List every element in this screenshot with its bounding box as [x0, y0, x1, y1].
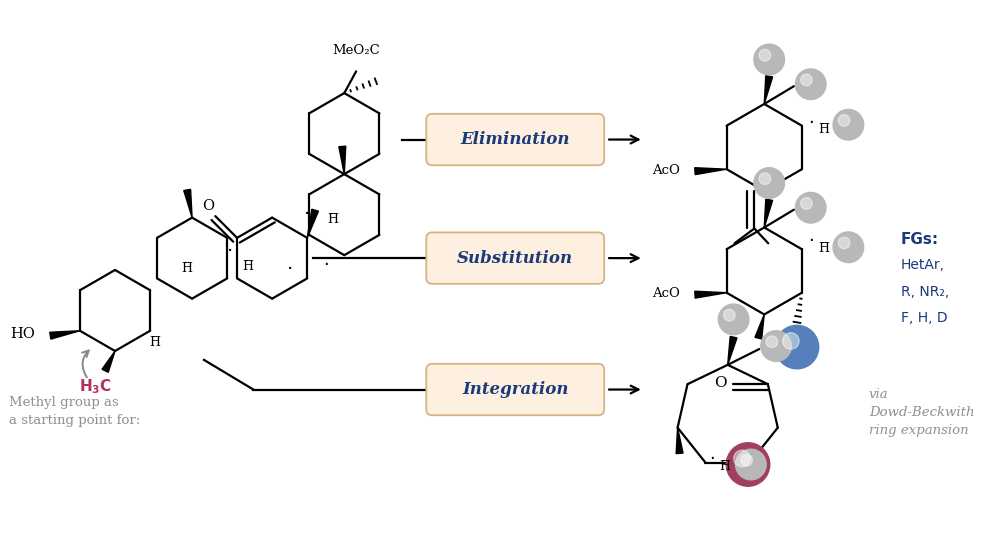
Polygon shape	[695, 168, 727, 175]
Text: MeO₂C: MeO₂C	[332, 43, 380, 56]
FancyBboxPatch shape	[426, 364, 604, 415]
Circle shape	[838, 115, 850, 126]
Polygon shape	[728, 337, 737, 365]
Polygon shape	[764, 76, 773, 104]
Polygon shape	[695, 291, 727, 298]
Text: Methyl group as
a starting point for:: Methyl group as a starting point for:	[9, 397, 141, 427]
Polygon shape	[755, 315, 764, 339]
FancyBboxPatch shape	[426, 114, 604, 165]
Polygon shape	[50, 331, 80, 339]
Circle shape	[754, 44, 785, 75]
Text: O: O	[714, 376, 727, 390]
Circle shape	[726, 443, 770, 486]
Circle shape	[759, 173, 771, 184]
Text: HO: HO	[11, 327, 35, 341]
Text: ·: ·	[808, 114, 814, 132]
Circle shape	[754, 168, 785, 198]
Text: F, H, D: F, H, D	[901, 311, 947, 325]
Circle shape	[718, 304, 749, 334]
Text: H̅: H̅	[818, 242, 829, 255]
Circle shape	[734, 450, 750, 467]
Text: H̅: H̅	[242, 259, 253, 272]
Polygon shape	[339, 146, 346, 174]
Text: FGs:: FGs:	[901, 232, 939, 247]
Text: ·: ·	[227, 242, 233, 260]
Circle shape	[741, 455, 752, 466]
Text: H̅: H̅	[720, 460, 731, 473]
Text: Substitution: Substitution	[457, 250, 573, 266]
Text: H̅: H̅	[150, 336, 161, 349]
Text: ·: ·	[709, 450, 715, 467]
Polygon shape	[307, 209, 318, 238]
Circle shape	[783, 333, 799, 349]
Text: H̅: H̅	[182, 262, 193, 274]
Circle shape	[795, 192, 826, 223]
Circle shape	[766, 336, 778, 348]
Circle shape	[801, 74, 812, 86]
Circle shape	[759, 49, 771, 61]
Circle shape	[736, 449, 766, 480]
Circle shape	[724, 309, 735, 321]
Text: AcO: AcO	[652, 287, 680, 300]
Text: Elimination: Elimination	[460, 131, 570, 148]
Text: H̅: H̅	[327, 213, 338, 226]
Polygon shape	[676, 428, 683, 453]
Text: Integration: Integration	[462, 381, 568, 398]
Polygon shape	[764, 199, 773, 227]
Text: via
Dowd-Beckwith
ring expansion: via Dowd-Beckwith ring expansion	[869, 388, 974, 437]
Text: HetAr,: HetAr,	[901, 258, 945, 272]
FancyBboxPatch shape	[426, 233, 604, 284]
Text: O: O	[202, 199, 214, 213]
Circle shape	[833, 109, 864, 140]
Circle shape	[801, 198, 812, 209]
Text: $\mathbf{H_3C}$: $\mathbf{H_3C}$	[79, 377, 112, 396]
Circle shape	[833, 232, 864, 263]
Text: ·: ·	[287, 260, 293, 279]
Polygon shape	[184, 189, 192, 218]
Text: ·: ·	[324, 256, 329, 274]
Circle shape	[838, 237, 850, 249]
Circle shape	[761, 331, 791, 361]
Text: H̅: H̅	[818, 123, 829, 136]
Circle shape	[795, 69, 826, 100]
FancyArrowPatch shape	[82, 351, 89, 377]
Text: R, NR₂,: R, NR₂,	[901, 285, 949, 299]
Text: AcO: AcO	[652, 163, 680, 177]
Circle shape	[775, 325, 819, 369]
Polygon shape	[102, 351, 115, 373]
Text: ·: ·	[808, 232, 814, 250]
Text: ·: ·	[304, 205, 310, 224]
